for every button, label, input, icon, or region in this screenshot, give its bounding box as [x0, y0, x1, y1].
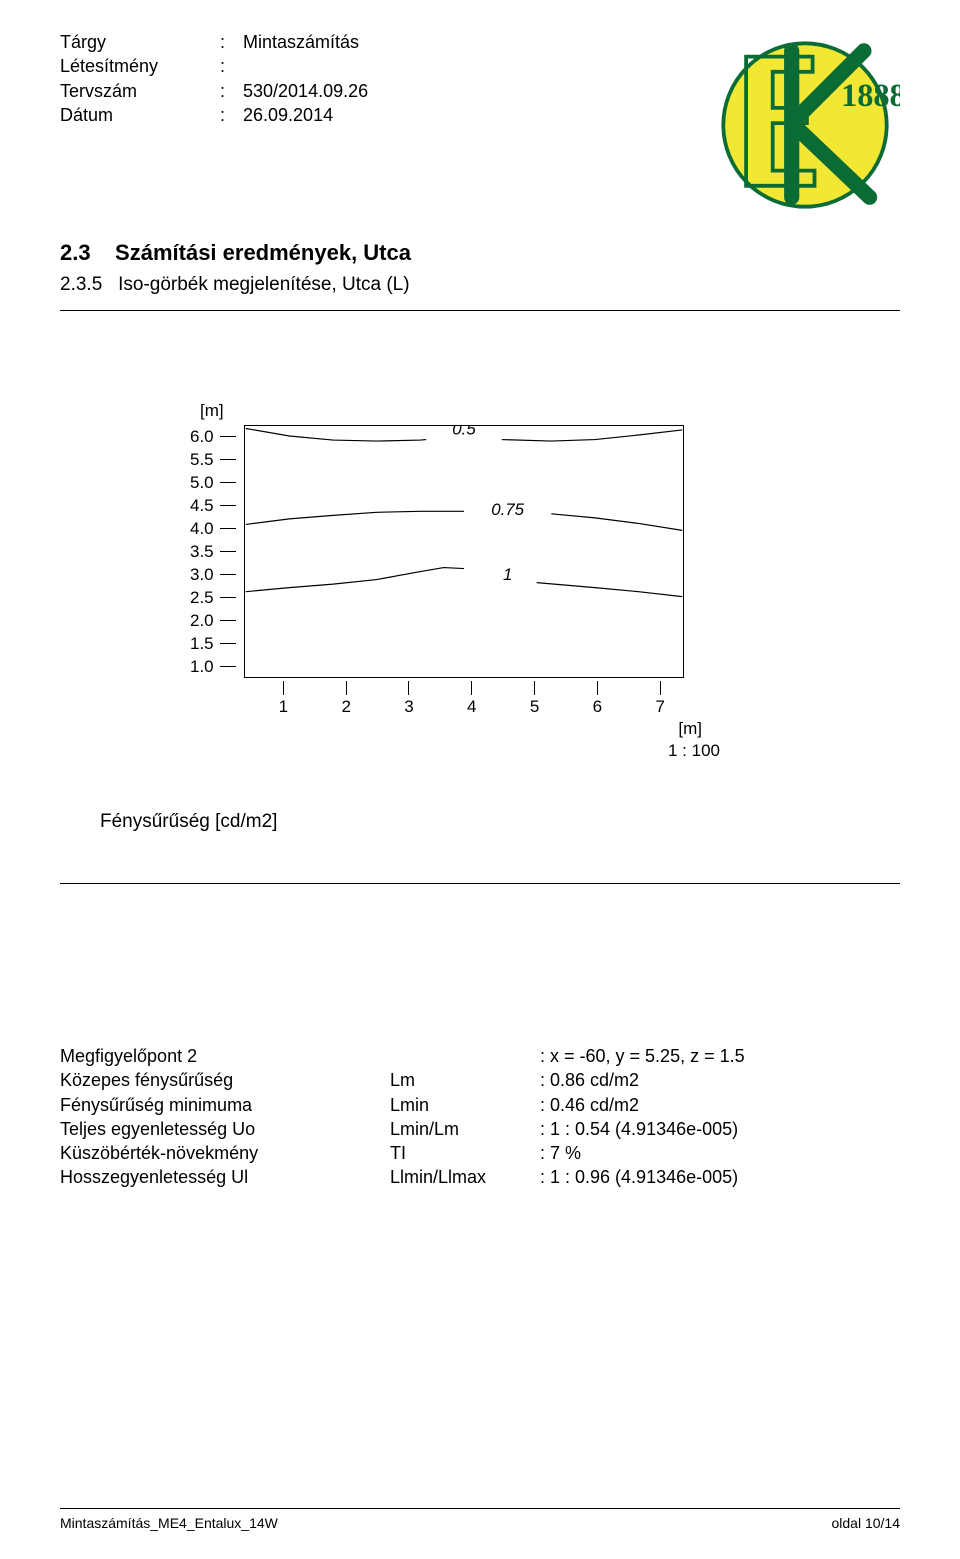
- result-name: Küszöbérték-növekmény: [60, 1141, 390, 1165]
- section-title: Számítási eredmények, Utca: [115, 240, 411, 265]
- x-tick-label: 6: [566, 697, 629, 717]
- iso-chart: [m] 6.0 5.5 5.0 4.5 4.0 3.5 3.0 2.5 2.0 1.5 1.0 0.…: [190, 401, 750, 761]
- x-axis-ticks: 1234567: [252, 681, 750, 717]
- meta-value: Mintaszámítás: [238, 30, 359, 54]
- y-tick-label: 3.0: [190, 565, 220, 585]
- footer-left: Mintaszámítás_ME4_Entalux_14W: [60, 1515, 278, 1531]
- results-row: Megfigyelőpont 2 : x = -60, y = 5.25, z =…: [60, 1044, 900, 1068]
- y-tick-label: 2.5: [190, 588, 220, 608]
- divider: [60, 883, 900, 884]
- result-value: : 7 %: [540, 1141, 581, 1165]
- results-row: Küszöbérték-növekményTI: 7 %: [60, 1141, 900, 1165]
- x-tick-label: 2: [315, 697, 378, 717]
- x-tick-label: 4: [440, 697, 503, 717]
- meta-value: 26.09.2014: [238, 103, 333, 127]
- meta-key: Létesítmény: [60, 54, 220, 78]
- x-tick-label: 7: [629, 697, 692, 717]
- section-sub-title: Iso-görbék megjelenítése, Utca (L): [118, 274, 409, 295]
- x-tick-label: 1: [252, 697, 315, 717]
- y-axis-unit: [m]: [200, 401, 750, 421]
- y-tick-label: 4.5: [190, 496, 220, 516]
- x-tick-label: 5: [503, 697, 566, 717]
- logo: 1888: [710, 30, 900, 220]
- result-name: Közepes fénysűrűség: [60, 1068, 390, 1092]
- y-tick-label: 3.5: [190, 542, 220, 562]
- y-tick-label: 5.5: [190, 450, 220, 470]
- x-tick-label: 3: [378, 697, 441, 717]
- result-symbol: Lmin/Lm: [390, 1117, 540, 1141]
- results-row: Közepes fénysűrűségLm: 0.86 cd/m2: [60, 1068, 900, 1092]
- meta-colon: :: [220, 79, 238, 103]
- chart-scale: 1 : 100: [190, 741, 720, 761]
- result-name: Megfigyelőpont 2: [60, 1044, 390, 1068]
- chart-quantity-label: Fénysűrűség [cd/m2]: [100, 811, 900, 833]
- section-sub-number: 2.3.5: [60, 274, 102, 295]
- meta-colon: :: [220, 103, 238, 127]
- iso-curve-label: 1: [503, 565, 512, 584]
- meta-value: [238, 54, 243, 78]
- svg-text:1888: 1888: [841, 77, 900, 113]
- results-row: Fénysűrűség minimumaLmin: 0.46 cd/m2: [60, 1093, 900, 1117]
- section-number: 2.3: [60, 240, 91, 265]
- meta-key: Tárgy: [60, 30, 220, 54]
- y-tick-label: 1.0: [190, 657, 220, 677]
- plot-area: 0.5 0.75 1: [244, 425, 684, 678]
- result-value: : x = -60, y = 5.25, z = 1.5: [540, 1044, 745, 1068]
- result-symbol: Lmin: [390, 1093, 540, 1117]
- y-tick-label: 2.0: [190, 611, 220, 631]
- results-table: Megfigyelőpont 2 : x = -60, y = 5.25, z =…: [60, 1044, 900, 1190]
- result-value: : 1 : 0.54 (4.91346e-005): [540, 1117, 738, 1141]
- result-name: Fénysűrűség minimuma: [60, 1093, 390, 1117]
- footer-right: oldal 10/14: [831, 1515, 900, 1531]
- iso-curve-label: 0.5: [452, 426, 476, 438]
- y-tick-label: 4.0: [190, 519, 220, 539]
- y-axis-ticks: 6.0 5.5 5.0 4.5 4.0 3.5 3.0 2.5 2.0 1.5 1.0: [190, 425, 236, 678]
- results-row: Teljes egyenletesség UoLmin/Lm: 1 : 0.54…: [60, 1117, 900, 1141]
- y-tick-label: 1.5: [190, 634, 220, 654]
- meta-value: 530/2014.09.26: [238, 79, 368, 103]
- meta-key: Dátum: [60, 103, 220, 127]
- iso-curve-label: 0.75: [491, 500, 524, 519]
- result-value: : 1 : 0.96 (4.91346e-005): [540, 1165, 738, 1189]
- section-heading: 2.3 Számítási eredmények, Utca: [60, 240, 900, 266]
- result-symbol: TI: [390, 1141, 540, 1165]
- divider: [60, 310, 900, 311]
- result-value: : 0.86 cd/m2: [540, 1068, 639, 1092]
- page-footer: Mintaszámítás_ME4_Entalux_14W oldal 10/1…: [60, 1508, 900, 1531]
- result-value: : 0.46 cd/m2: [540, 1093, 639, 1117]
- section-subheading: 2.3.5 Iso-görbék megjelenítése, Utca (L): [60, 274, 900, 296]
- meta-colon: :: [220, 54, 238, 78]
- y-tick-label: 5.0: [190, 473, 220, 493]
- results-row: Hosszegyenletesség UlLlmin/Llmax: 1 : 0.…: [60, 1165, 900, 1189]
- y-tick-label: 6.0: [190, 427, 220, 447]
- result-symbol: Lm: [390, 1068, 540, 1092]
- x-axis-unit: [m]: [190, 719, 702, 739]
- meta-key: Tervszám: [60, 79, 220, 103]
- result-name: Teljes egyenletesség Uo: [60, 1117, 390, 1141]
- meta-colon: :: [220, 30, 238, 54]
- result-symbol: Llmin/Llmax: [390, 1165, 540, 1189]
- document-meta: Tárgy: Mintaszámítás Létesítmény: Tervszá…: [60, 30, 368, 127]
- result-name: Hosszegyenletesség Ul: [60, 1165, 390, 1189]
- result-symbol: [390, 1044, 540, 1068]
